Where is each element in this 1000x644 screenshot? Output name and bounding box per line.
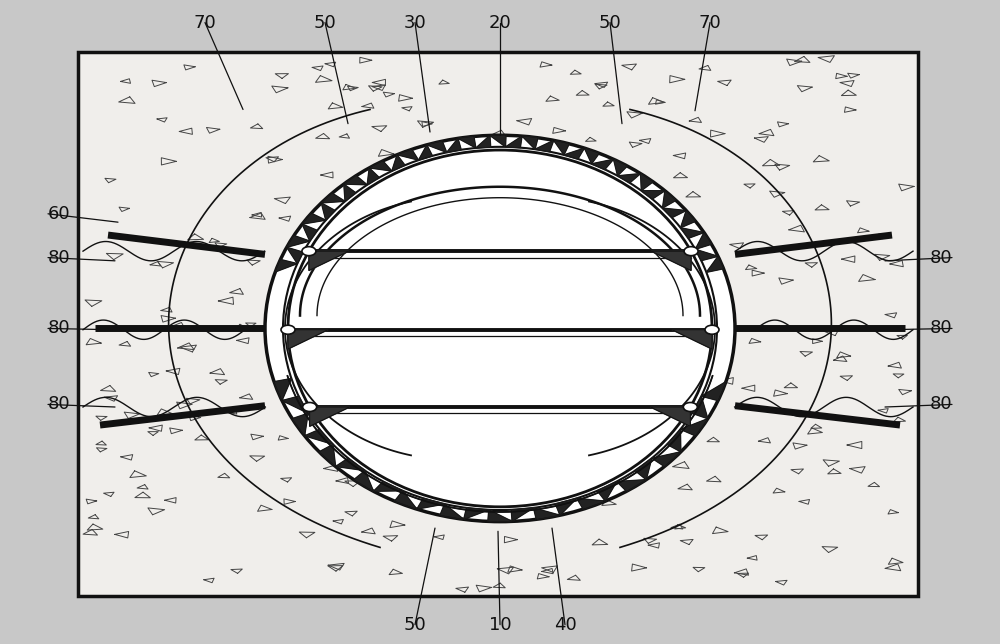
Polygon shape xyxy=(650,407,690,426)
Polygon shape xyxy=(554,140,569,155)
Polygon shape xyxy=(535,140,554,151)
Polygon shape xyxy=(458,137,476,148)
Polygon shape xyxy=(680,419,708,436)
Polygon shape xyxy=(672,330,712,349)
Polygon shape xyxy=(369,161,392,171)
Polygon shape xyxy=(310,407,350,426)
Polygon shape xyxy=(667,430,681,452)
Polygon shape xyxy=(641,174,653,191)
Polygon shape xyxy=(319,444,336,466)
Polygon shape xyxy=(447,138,461,153)
Polygon shape xyxy=(476,135,491,148)
Text: 80: 80 xyxy=(48,249,71,267)
Polygon shape xyxy=(395,491,417,509)
Polygon shape xyxy=(302,213,326,224)
Polygon shape xyxy=(419,145,432,160)
Text: 80: 80 xyxy=(929,395,952,413)
Polygon shape xyxy=(392,155,405,171)
Text: 30: 30 xyxy=(404,14,426,32)
Polygon shape xyxy=(706,256,723,272)
Polygon shape xyxy=(302,224,317,241)
Polygon shape xyxy=(282,396,308,413)
Text: 80: 80 xyxy=(929,249,952,267)
Polygon shape xyxy=(344,184,356,202)
Polygon shape xyxy=(592,159,614,169)
Polygon shape xyxy=(652,452,681,466)
Polygon shape xyxy=(577,498,605,509)
Text: 20: 20 xyxy=(489,14,511,32)
Polygon shape xyxy=(555,498,577,515)
Text: 40: 40 xyxy=(554,616,576,634)
Circle shape xyxy=(705,325,719,334)
Text: 80: 80 xyxy=(48,395,71,413)
Text: 60: 60 xyxy=(48,205,71,223)
Circle shape xyxy=(281,325,295,334)
Circle shape xyxy=(303,402,317,412)
Polygon shape xyxy=(695,249,718,261)
Polygon shape xyxy=(305,430,333,444)
Text: 80: 80 xyxy=(48,319,71,337)
Polygon shape xyxy=(681,228,704,238)
Polygon shape xyxy=(597,482,617,501)
Polygon shape xyxy=(336,458,365,471)
Polygon shape xyxy=(488,510,512,522)
Text: 50: 50 xyxy=(599,14,621,32)
Text: 70: 70 xyxy=(194,14,216,32)
Text: 70: 70 xyxy=(699,14,721,32)
Text: 50: 50 xyxy=(314,14,336,32)
Polygon shape xyxy=(417,498,445,509)
Polygon shape xyxy=(374,482,403,491)
Polygon shape xyxy=(287,236,310,247)
Polygon shape xyxy=(662,191,676,208)
Polygon shape xyxy=(506,136,522,147)
Polygon shape xyxy=(275,260,297,272)
Polygon shape xyxy=(701,382,726,401)
Polygon shape xyxy=(321,193,345,203)
Polygon shape xyxy=(564,148,584,159)
Polygon shape xyxy=(695,232,712,249)
Polygon shape xyxy=(397,149,419,160)
Ellipse shape xyxy=(265,135,735,522)
Polygon shape xyxy=(367,168,379,185)
Polygon shape xyxy=(287,247,303,263)
Text: 50: 50 xyxy=(404,616,426,634)
Polygon shape xyxy=(292,413,308,436)
Polygon shape xyxy=(321,203,335,220)
Polygon shape xyxy=(522,136,538,149)
Text: 10: 10 xyxy=(489,616,511,634)
Polygon shape xyxy=(618,174,641,183)
Polygon shape xyxy=(511,508,533,522)
Polygon shape xyxy=(309,251,349,270)
Polygon shape xyxy=(681,211,696,228)
Polygon shape xyxy=(617,480,646,491)
Polygon shape xyxy=(635,458,652,480)
Polygon shape xyxy=(344,176,367,185)
Circle shape xyxy=(683,402,697,412)
Ellipse shape xyxy=(288,150,712,507)
Polygon shape xyxy=(464,508,489,519)
Polygon shape xyxy=(662,208,686,218)
Polygon shape xyxy=(354,471,374,491)
Bar xyxy=(78,52,918,596)
Polygon shape xyxy=(288,330,328,349)
Polygon shape xyxy=(440,504,464,519)
Polygon shape xyxy=(490,135,506,147)
Polygon shape xyxy=(692,396,708,419)
Text: 80: 80 xyxy=(929,319,952,337)
Circle shape xyxy=(684,247,698,256)
Polygon shape xyxy=(584,148,599,164)
Polygon shape xyxy=(274,379,291,401)
Circle shape xyxy=(302,247,316,256)
Polygon shape xyxy=(533,508,560,519)
Polygon shape xyxy=(641,191,665,199)
Polygon shape xyxy=(427,141,447,153)
Polygon shape xyxy=(651,251,691,270)
Polygon shape xyxy=(614,159,627,176)
